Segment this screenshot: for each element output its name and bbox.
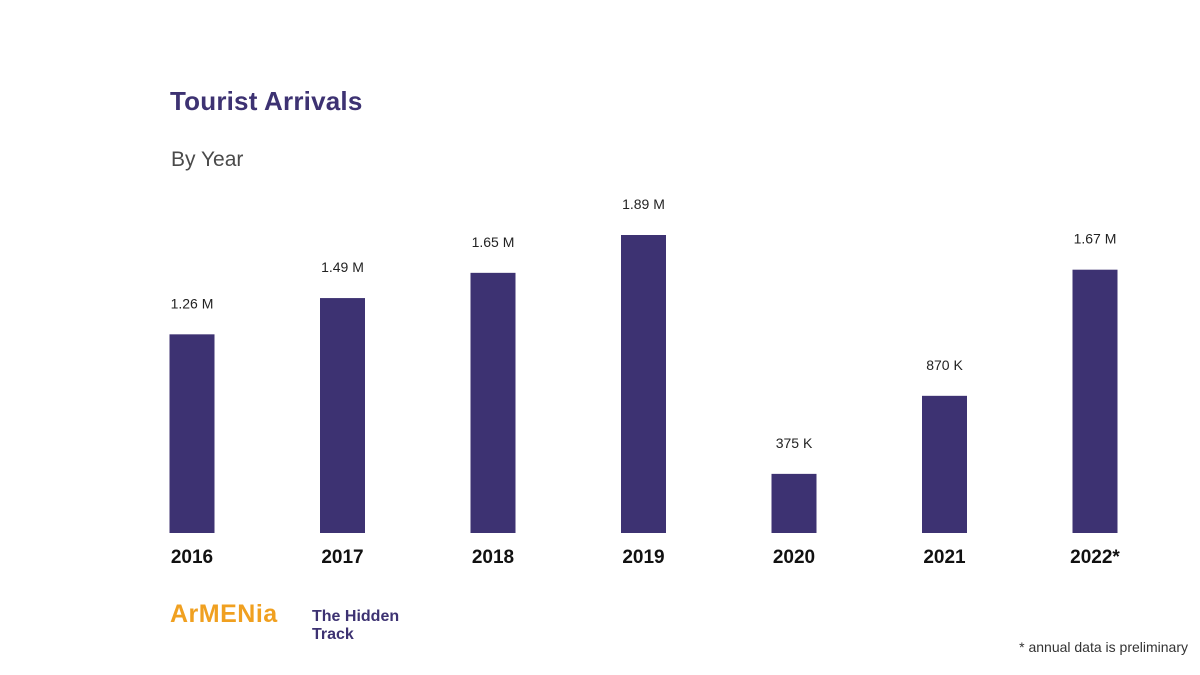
x-tick-label: 2017	[321, 547, 363, 568]
footnote: * annual data is preliminary	[1019, 639, 1188, 655]
x-tick-label: 2021	[923, 547, 966, 568]
x-tick-label: 2018	[472, 547, 514, 568]
x-tick-label: 2020	[773, 547, 815, 568]
bar-2021	[922, 395, 967, 533]
data-label: 870 K	[926, 357, 963, 373]
brand-tagline: The Hidden Track	[312, 608, 400, 643]
bar-2017	[320, 298, 365, 533]
bar-2018	[470, 272, 516, 533]
x-tick-label: 2022*	[1070, 547, 1120, 568]
bar-2020	[771, 473, 817, 533]
data-label: 1.67 M	[1074, 231, 1117, 247]
bar-2016	[169, 334, 215, 533]
armenia-logo: ArMENia	[170, 600, 278, 628]
x-tick-label: 2019	[622, 547, 664, 568]
data-label: 1.49 M	[321, 259, 364, 275]
bar-2019	[621, 235, 666, 533]
data-label: 1.26 M	[171, 295, 214, 311]
data-label: 375 K	[776, 435, 813, 451]
data-label: 1.89 M	[622, 196, 665, 212]
chart-subtitle: By Year	[171, 148, 244, 171]
data-label: 1.65 M	[472, 234, 515, 250]
x-tick-label: 2016	[171, 547, 213, 568]
bar-2022	[1072, 269, 1118, 533]
chart-title: Tourist Arrivals	[170, 86, 363, 116]
